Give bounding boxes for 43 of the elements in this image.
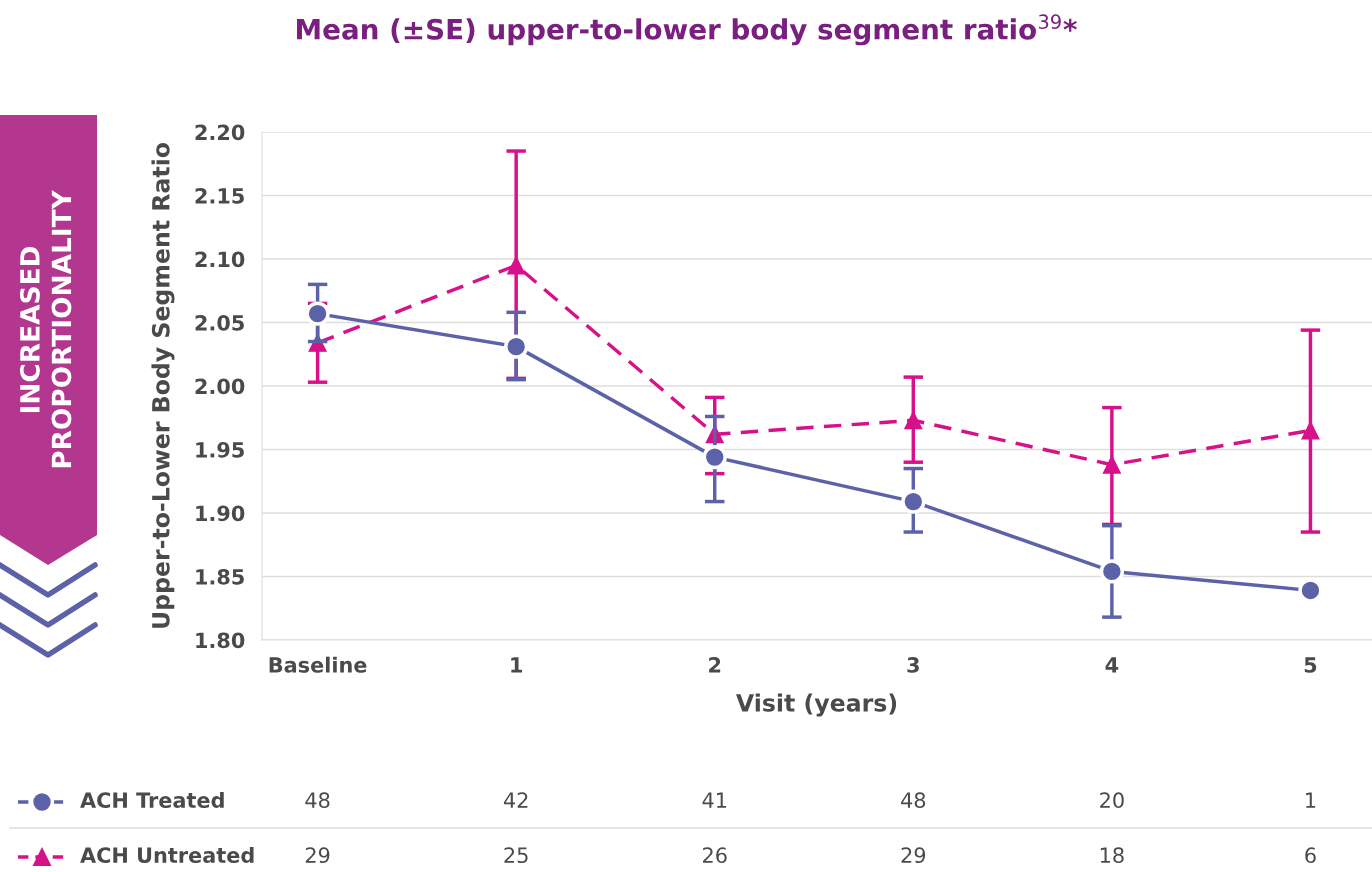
y-tick-label: 1.80 — [196, 632, 245, 649]
point — [904, 411, 923, 430]
x-tick-label: 4 — [1105, 657, 1119, 673]
point — [702, 444, 727, 470]
text: 20 — [1100, 792, 1124, 809]
text: 42 — [503, 792, 528, 808]
chart-title: Mean (±SE) upper-to-lower body segment ratio$^{39}$* — [297, 14, 1077, 46]
text: 48 — [305, 792, 330, 809]
point — [1099, 559, 1125, 584]
y-tick-label: 1.95 — [196, 441, 244, 458]
legend-label: ACH Treated — [80, 791, 224, 809]
text: 48 — [901, 792, 926, 809]
text: 25 — [504, 847, 528, 864]
point — [1301, 421, 1320, 440]
text: 29 — [901, 847, 926, 864]
point — [305, 301, 330, 326]
text: 26 — [703, 847, 727, 864]
x-axis-title: Visit (years) — [736, 693, 897, 717]
y-tick-label: 1.90 — [196, 505, 245, 522]
y-axis-title: Upper-to-Lower Body Segment Ratio — [151, 143, 175, 628]
y-tick-label: 2.05 — [195, 314, 244, 331]
y-tick-label: 2.10 — [195, 251, 245, 268]
y-tick-label: 2.15 — [195, 187, 244, 204]
point — [1298, 578, 1323, 603]
text: INCREASED PROPORTIONALITY — [19, 189, 72, 468]
x-tick-label: 1 — [511, 657, 522, 673]
y-tick-label: 1.85 — [196, 568, 244, 585]
text: 18 — [1100, 847, 1124, 864]
y-tick-label: 2.00 — [195, 378, 245, 395]
text: 29 — [305, 847, 330, 864]
x-tick-label: 2 — [709, 657, 721, 673]
point — [504, 334, 529, 359]
point — [1102, 455, 1121, 474]
text: 6 — [1305, 847, 1316, 864]
legend-label: ACH Untreated — [80, 846, 254, 864]
point — [507, 256, 526, 275]
x-tick-label: 5 — [1304, 657, 1317, 673]
text: 41 — [702, 792, 727, 808]
text: 1 — [1306, 792, 1316, 808]
point — [901, 489, 926, 514]
x-tick-label: 3 — [907, 657, 919, 673]
y-tick-label: 2.20 — [195, 124, 245, 141]
x-tick-label: Baseline — [269, 656, 367, 673]
